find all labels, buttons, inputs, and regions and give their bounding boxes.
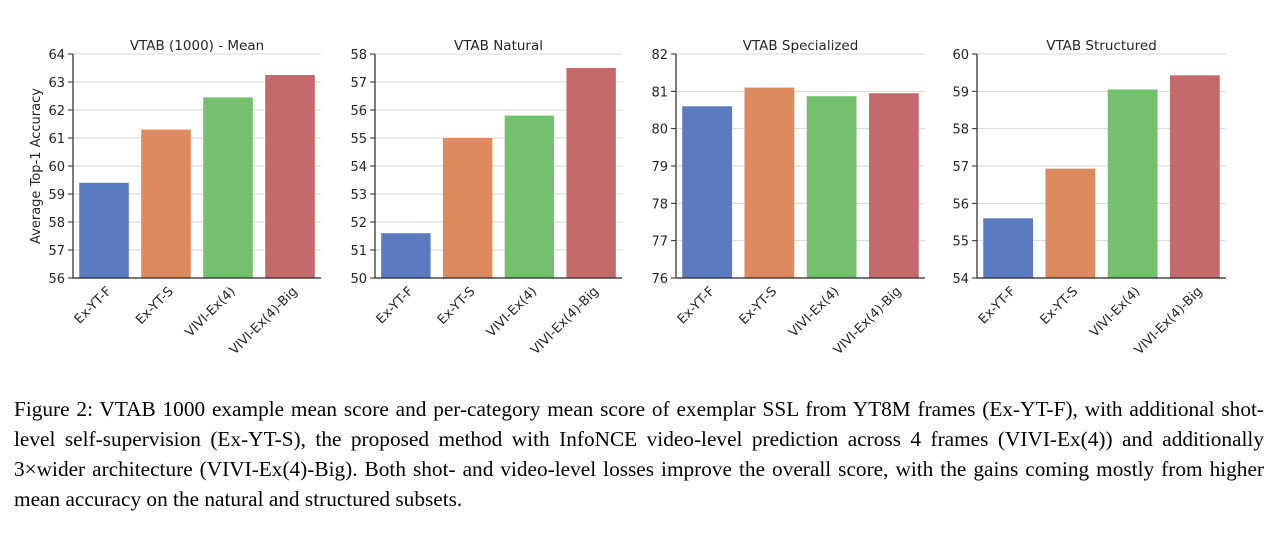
y-tick-label: 55 xyxy=(350,132,367,147)
bar-vivi-ex-4-big xyxy=(868,93,919,278)
bar-ex-yt-f xyxy=(79,182,129,278)
x-tick-label: Ex-YT-F xyxy=(675,284,718,327)
bar-vivi-ex-4 xyxy=(203,97,253,279)
y-tick-label: 50 xyxy=(350,272,367,287)
chart-panel: 50 51 52 53 54 55 56 57 58 Ex-YT-F Ex-YT-S VIVI-Ex(… xyxy=(350,38,622,358)
figure-caption: Figure 2: VTAB 1000 example mean score a… xyxy=(14,397,1264,511)
chart-title: VTAB Specialized xyxy=(743,38,859,54)
chart-title: VTAB Natural xyxy=(454,38,543,54)
y-tick-label: 61 xyxy=(48,132,65,147)
y-tick-label: 58 xyxy=(952,123,969,138)
y-tick-label: 80 xyxy=(651,123,668,138)
y-tick-label: 59 xyxy=(952,85,969,100)
bar-ex-yt-s xyxy=(1045,168,1096,278)
y-tick-label: 76 xyxy=(651,272,668,287)
bar-ex-yt-f xyxy=(983,218,1034,278)
y-tick-label: 57 xyxy=(952,160,969,175)
y-tick-label: 55 xyxy=(952,235,969,250)
x-tick-label: VIVI-Ex(4) xyxy=(484,284,540,340)
bar-vivi-ex-4-big xyxy=(265,75,315,278)
bar-vivi-ex-4 xyxy=(1107,89,1158,278)
bar-ex-yt-f xyxy=(381,233,431,278)
y-tick-label: 64 xyxy=(48,48,65,63)
y-tick-label: 58 xyxy=(350,48,367,63)
y-tick-label: 52 xyxy=(350,216,367,231)
y-tick-label: 81 xyxy=(651,85,668,100)
y-tick-label: 54 xyxy=(952,272,969,287)
y-tick-label: 57 xyxy=(350,76,367,91)
x-tick-label: Ex-YT-F xyxy=(976,284,1019,327)
y-tick-label: 82 xyxy=(651,48,668,63)
chart-title: VTAB (1000) - Mean xyxy=(130,38,264,54)
y-tick-label: 59 xyxy=(48,188,65,203)
y-tick-label: 77 xyxy=(651,235,668,250)
bar-vivi-ex-4 xyxy=(504,115,555,278)
x-tick-label: VIVI-Ex(4) xyxy=(786,284,842,340)
bar-vivi-ex-4-big xyxy=(1169,75,1220,278)
bar-ex-yt-f xyxy=(682,106,733,279)
bar-ex-yt-s xyxy=(442,138,493,278)
x-tick-label: Ex-YT-F xyxy=(72,284,115,327)
bar-vivi-ex-4 xyxy=(806,96,857,278)
y-tick-label: 63 xyxy=(48,76,65,91)
y-tick-label: 51 xyxy=(350,244,367,259)
chart-panel: 56 57 58 59 60 61 62 63 64 Ex-YT-F Ex-YT-S VIVI-Ex(… xyxy=(29,38,321,358)
bar-ex-yt-s xyxy=(141,129,191,278)
x-tick-label: Ex-YT-S xyxy=(133,284,177,328)
y-tick-label: 60 xyxy=(48,160,65,175)
y-tick-label: 62 xyxy=(48,104,65,119)
y-tick-label: 56 xyxy=(350,104,367,119)
x-tick-label: Ex-YT-S xyxy=(435,284,479,328)
x-tick-label: Ex-YT-F xyxy=(374,284,417,327)
y-tick-label: 56 xyxy=(48,272,65,287)
x-tick-label: Ex-YT-S xyxy=(737,284,781,328)
y-tick-label: 60 xyxy=(952,48,969,63)
x-tick-label: VIVI-Ex(4) xyxy=(1087,284,1143,340)
y-tick-label: 54 xyxy=(350,160,367,175)
bar-vivi-ex-4-big xyxy=(566,68,616,278)
y-tick-label: 57 xyxy=(48,244,65,259)
x-tick-label: Ex-YT-S xyxy=(1038,284,1082,328)
y-tick-label: 56 xyxy=(952,197,969,212)
y-axis-label: Average Top-1 Accuracy xyxy=(29,88,44,244)
y-tick-label: 78 xyxy=(651,197,668,212)
chart-title: VTAB Structured xyxy=(1046,38,1157,54)
y-tick-label: 53 xyxy=(350,188,367,203)
x-tick-label: VIVI-Ex(4) xyxy=(183,284,239,340)
bar-ex-yt-s xyxy=(744,87,795,278)
y-tick-label: 79 xyxy=(651,160,668,175)
y-tick-label: 58 xyxy=(48,216,65,231)
